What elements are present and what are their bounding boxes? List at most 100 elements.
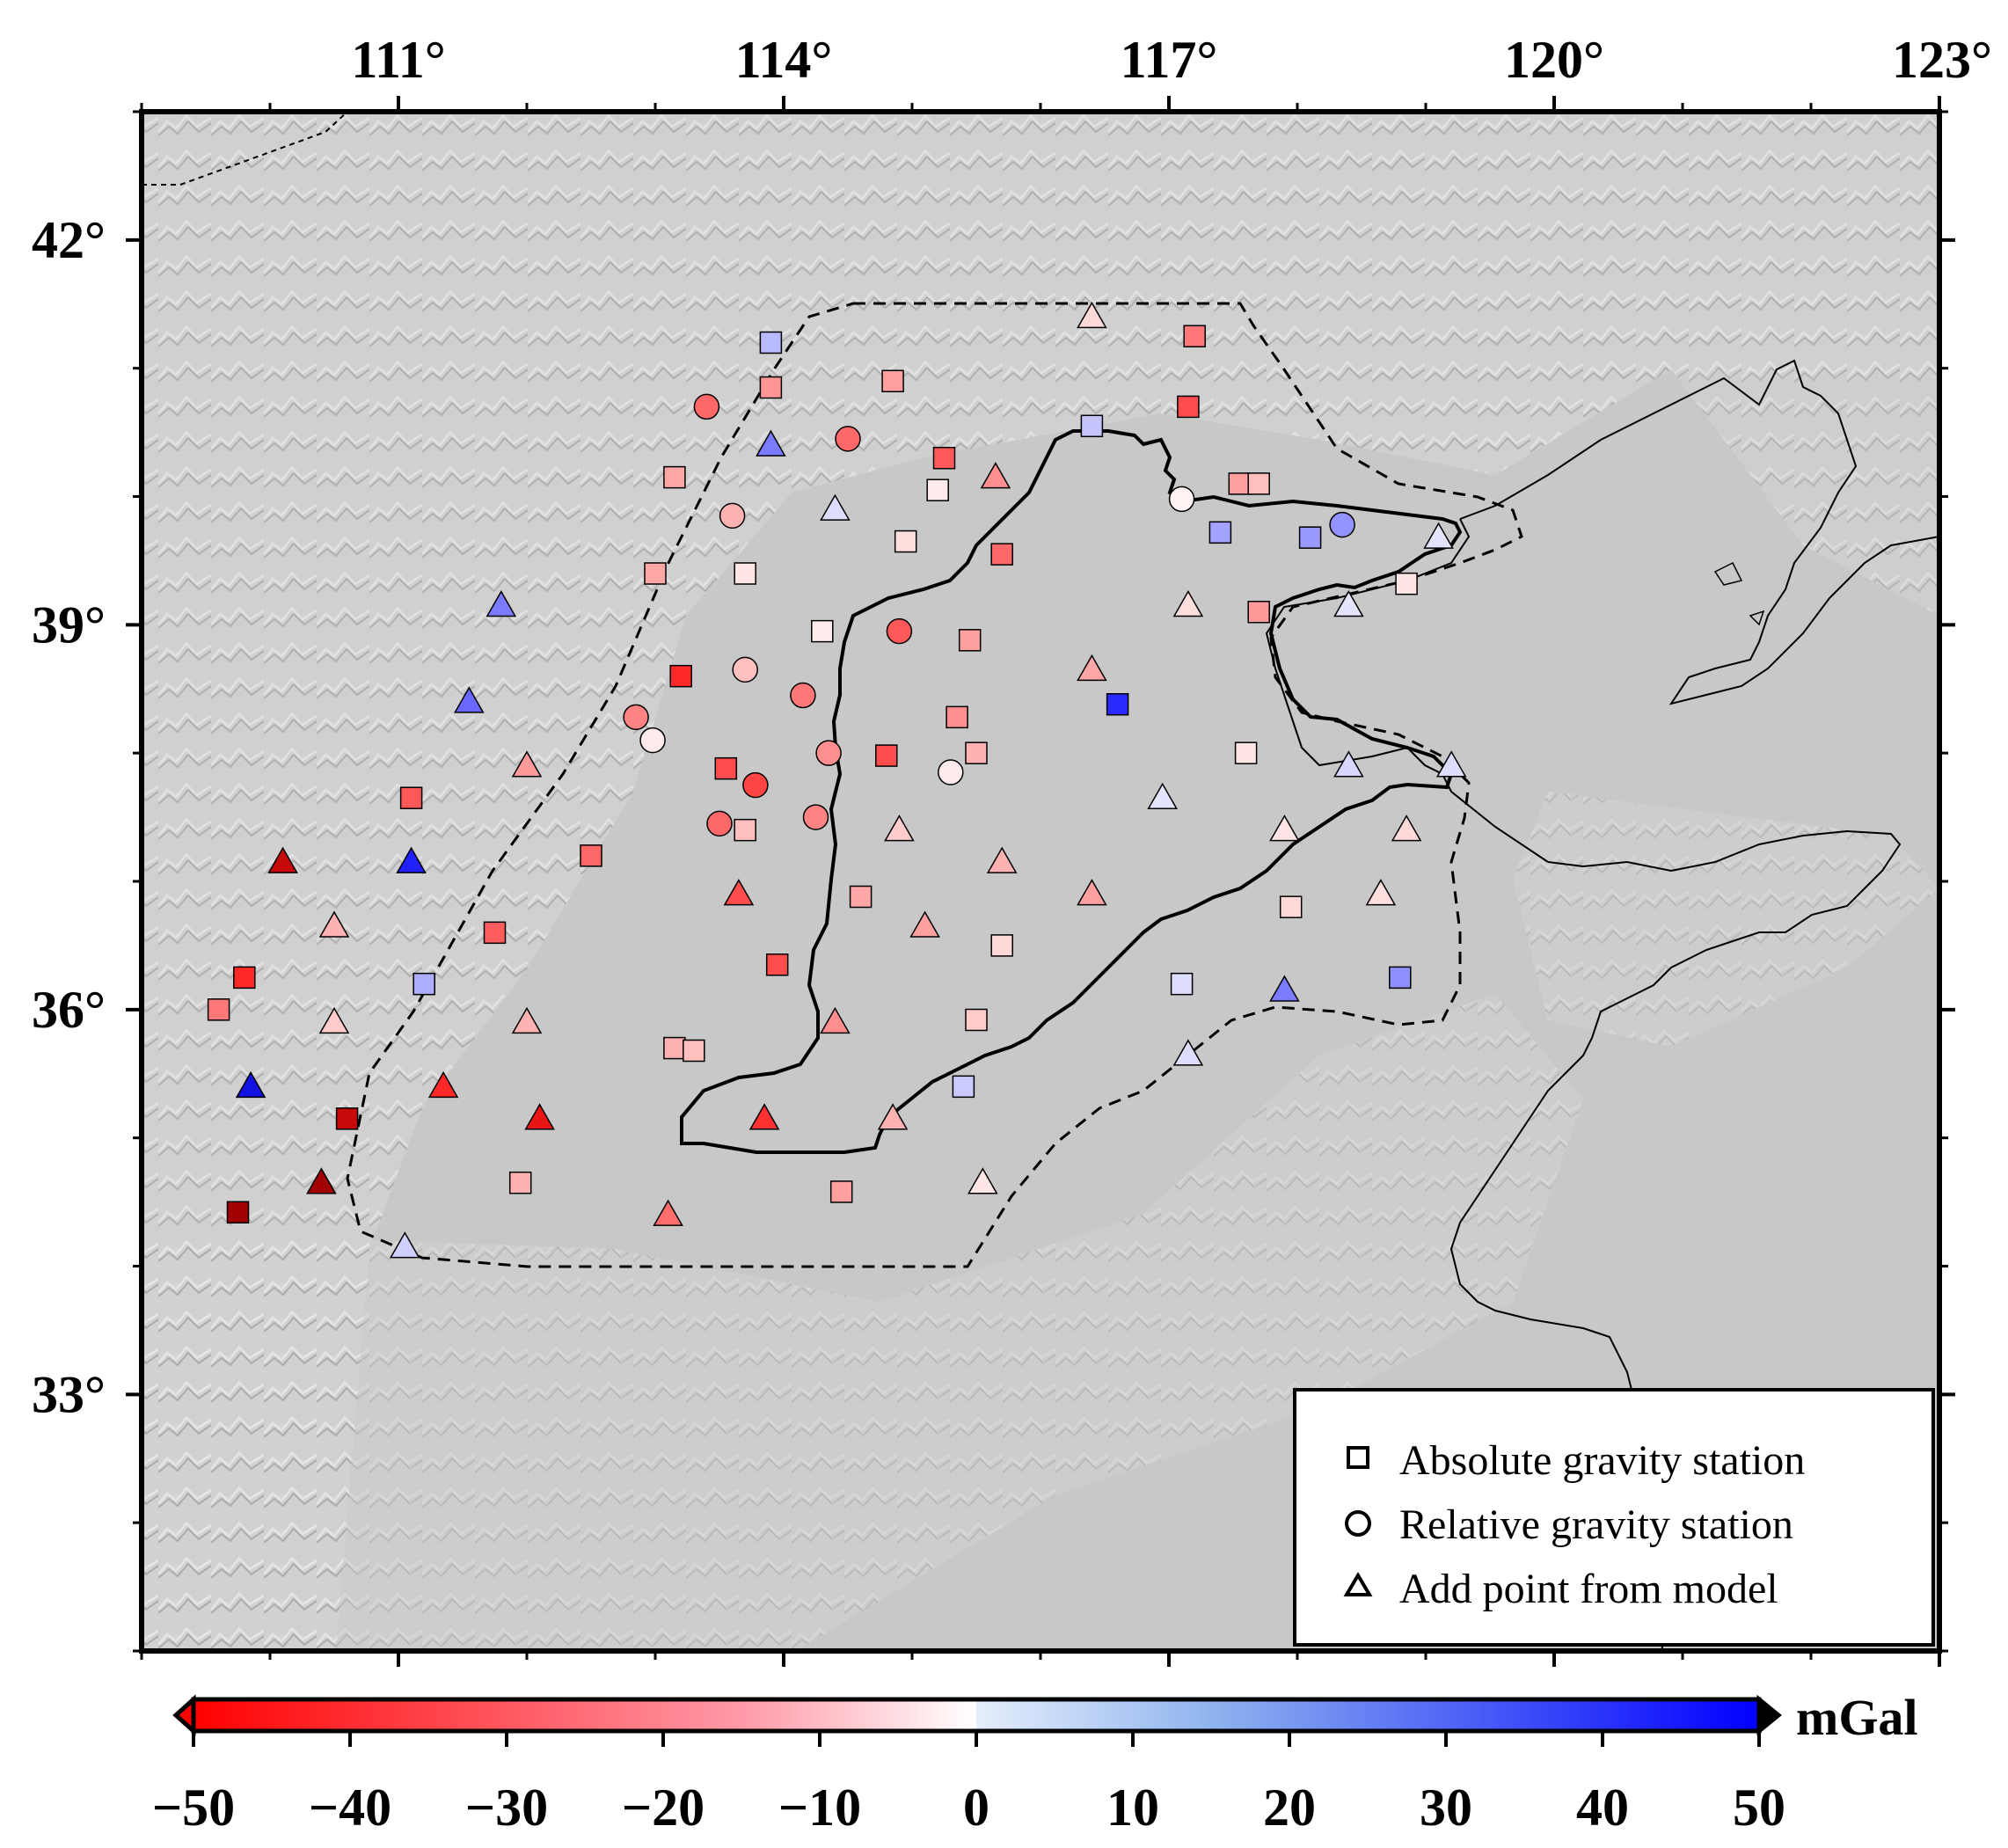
triangle-station-59 <box>884 814 915 842</box>
square-station-6 <box>1080 414 1104 438</box>
square-station-80 <box>1389 966 1412 990</box>
circle-station-50 <box>742 771 769 799</box>
triangle-station-70 <box>1365 879 1397 906</box>
triangle-station-30 <box>1333 589 1364 617</box>
colorbar-tick-label: 10 <box>1106 1779 1159 1837</box>
triangle-station-62 <box>267 846 298 873</box>
triangle-station-85 <box>820 1006 851 1034</box>
square-station-14 <box>1228 472 1252 495</box>
colorbar: mGal −50 −40 −30 −20 −10 0 10 20 30 40 50 <box>152 1689 1918 1837</box>
legend-square-icon <box>1347 1446 1369 1469</box>
square-station-74 <box>990 934 1013 957</box>
lat-tick-label: 33° <box>32 1365 106 1423</box>
circle-station-41 <box>623 704 649 731</box>
colorbar-tick-label: −20 <box>622 1779 705 1837</box>
circle-station-16 <box>1168 486 1195 513</box>
triangle-station-11 <box>980 462 1011 489</box>
triangle-station-2 <box>1077 301 1107 329</box>
triangle-station-83 <box>318 1006 350 1034</box>
triangle-station-71 <box>318 910 350 938</box>
square-station-45 <box>875 744 898 767</box>
square-station-72 <box>483 921 507 945</box>
square-station-81 <box>207 998 230 1021</box>
triangle-station-84 <box>511 1006 543 1034</box>
triangle-station-97 <box>877 1103 909 1130</box>
legend-label-model: Add point from model <box>1399 1566 1778 1612</box>
triangle-station-103 <box>0 1201 27 1225</box>
triangle-station-105 <box>653 1199 683 1226</box>
colorbar-tick-label: 50 <box>1733 1779 1785 1837</box>
lon-tick-label: 111° <box>351 31 445 89</box>
square-station-46 <box>965 741 988 764</box>
triangle-station-98 <box>306 1167 337 1194</box>
lon-tick-label: 117° <box>1121 31 1218 89</box>
square-station-54 <box>399 786 423 809</box>
terrain-shading-north <box>142 112 1939 1651</box>
lon-tick-label: 120° <box>1504 31 1604 89</box>
square-station-78 <box>1170 972 1194 996</box>
colorbar-tick-label: 40 <box>1576 1779 1629 1837</box>
square-station-64 <box>580 844 602 867</box>
legend-label-relative: Relative gravity station <box>1399 1501 1793 1548</box>
square-station-12 <box>663 465 686 489</box>
square-station-69 <box>1279 895 1303 918</box>
square-station-40 <box>1106 693 1129 716</box>
square-station-13 <box>926 478 949 501</box>
square-station-94 <box>335 1107 359 1130</box>
square-station-86 <box>965 1008 988 1032</box>
circle-station-18 <box>719 502 746 530</box>
triangle-station-101 <box>967 1167 998 1194</box>
square-station-7 <box>1177 395 1200 419</box>
square-station-3 <box>759 376 783 399</box>
lon-tick-label: 114° <box>735 31 833 89</box>
circle-station-51 <box>938 759 964 785</box>
square-station-10 <box>932 447 956 470</box>
square-station-100 <box>829 1180 853 1203</box>
triangle-station-35 <box>1077 654 1107 682</box>
triangle-station-22 <box>1423 522 1454 549</box>
colorbar-tick-label: 0 <box>963 1779 989 1837</box>
square-station-24 <box>990 543 1013 566</box>
coastline <box>1459 359 1939 705</box>
square-station-36 <box>669 664 692 688</box>
colorbar-tick-label: −30 <box>465 1779 548 1837</box>
triangle-station-89 <box>1172 1039 1204 1066</box>
triangle-station-104 <box>390 1231 420 1259</box>
triangle-station-17 <box>820 493 851 521</box>
colorbar-tick-label: −50 <box>152 1779 235 1837</box>
square-station-92 <box>952 1075 975 1099</box>
triangle-station-53 <box>1435 750 1467 778</box>
triangle-station-68 <box>1077 879 1107 906</box>
square-station-4 <box>881 369 904 392</box>
square-station-0 <box>759 331 783 354</box>
circle-station-57 <box>802 804 829 830</box>
triangle-station-28 <box>1172 589 1204 617</box>
colorbar-tick-label: −40 <box>309 1779 391 1837</box>
square-station-34 <box>958 629 982 652</box>
colorbar-unit: mGal <box>1796 1689 1918 1746</box>
circle-station-21 <box>1329 511 1355 538</box>
square-station-87 <box>663 1036 686 1060</box>
triangle-station-52 <box>1333 750 1364 778</box>
square-station-23 <box>894 530 917 553</box>
circle-station-9 <box>835 426 861 452</box>
square-station-20 <box>1298 526 1322 549</box>
triangle-station-96 <box>748 1103 780 1130</box>
square-station-19 <box>1208 521 1232 544</box>
square-station-88 <box>683 1039 705 1063</box>
colorbar-low-arrow <box>172 1694 196 1736</box>
triangle-station-91 <box>427 1070 459 1099</box>
legend-box <box>1293 1388 1935 1647</box>
colorbar-tick-label: 20 <box>1263 1779 1316 1837</box>
square-station-93 <box>118 1114 139 1136</box>
liaodong-islands <box>1713 561 1765 626</box>
square-station-1 <box>1183 325 1206 347</box>
colorbar-gradient <box>191 1697 1762 1734</box>
square-station-43 <box>946 705 968 729</box>
stations-layer <box>0 301 1467 1259</box>
legend-triangle-icon <box>1343 1572 1373 1596</box>
shandong-coast <box>1449 829 1902 1651</box>
circle-station-33 <box>886 617 913 645</box>
legend: Absolute gravity station Relative gravit… <box>1293 1388 1935 1647</box>
